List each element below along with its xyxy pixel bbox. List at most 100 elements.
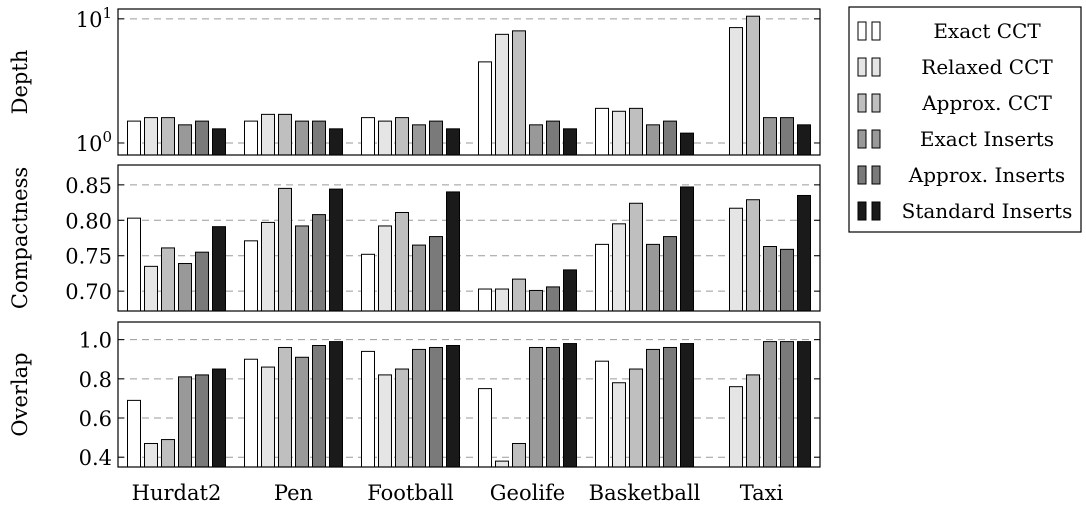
- bar: [680, 186, 694, 312]
- bar: [797, 341, 811, 468]
- bar: [195, 120, 209, 156]
- bar: [144, 265, 158, 312]
- bar: [563, 269, 577, 312]
- y-tick-label: 0.80: [65, 209, 112, 233]
- bar: [144, 117, 158, 156]
- x-category-label: Geolife: [490, 481, 565, 505]
- bar: [797, 194, 811, 312]
- bar: [763, 117, 777, 156]
- bar: [195, 251, 209, 312]
- bar: [361, 253, 375, 312]
- bar: [412, 124, 426, 156]
- y-tick-label: 0.4: [79, 446, 112, 470]
- bar: [780, 341, 794, 468]
- bar: [178, 263, 192, 312]
- legend-swatch: [871, 93, 881, 113]
- bar: [278, 346, 292, 468]
- bar: [512, 30, 526, 156]
- bar: [563, 128, 577, 156]
- bar: [312, 120, 326, 156]
- bar: [212, 368, 226, 468]
- bar: [312, 345, 326, 468]
- legend: Exact CCT Relaxed CCT Approx. CCT Exact Ins…: [848, 6, 1082, 233]
- bar: [663, 120, 677, 156]
- bar: [763, 341, 777, 468]
- bar: [195, 374, 209, 468]
- bar: [361, 117, 375, 156]
- bar: [746, 199, 760, 312]
- bar: [395, 211, 409, 312]
- bar: [746, 374, 760, 468]
- bar: [629, 202, 643, 312]
- bar: [729, 207, 743, 312]
- legend-swatch: [871, 165, 881, 185]
- bar: [412, 244, 426, 312]
- bar: [595, 107, 609, 156]
- bar: [244, 358, 258, 468]
- bar: [646, 348, 660, 468]
- bar: [680, 343, 694, 468]
- legend-label: Approx. Inserts: [908, 163, 1065, 187]
- legend-swatch: [857, 93, 867, 113]
- bar: [729, 386, 743, 468]
- x-category-label: Hurdat2: [132, 481, 222, 505]
- bar: [446, 345, 460, 468]
- bar: [563, 343, 577, 468]
- bar: [361, 350, 375, 468]
- bar: [529, 124, 543, 156]
- bar: [378, 120, 392, 156]
- bar: [546, 286, 560, 312]
- legend-label: Approx. CCT: [921, 91, 1052, 115]
- y-tick-label: 1.0: [79, 329, 112, 353]
- bar: [495, 288, 509, 312]
- legend-label: Relaxed CCT: [921, 55, 1053, 79]
- bar: [446, 128, 460, 156]
- bar: [729, 27, 743, 156]
- y-axis-label: Depth: [8, 50, 32, 115]
- x-category-label: Taxi: [740, 481, 784, 505]
- bar: [495, 460, 509, 468]
- bar: [244, 240, 258, 312]
- legend-label: Standard Inserts: [902, 199, 1073, 223]
- y-tick-label: 0.75: [65, 245, 112, 269]
- bar: [312, 214, 326, 312]
- bar: [512, 442, 526, 468]
- bar: [446, 191, 460, 312]
- legend-swatch: [871, 57, 881, 77]
- bar: [378, 225, 392, 312]
- legend-label: Exact CCT: [933, 19, 1041, 43]
- bar: [595, 243, 609, 312]
- bar: [161, 117, 175, 156]
- y-axis-label: Overlap: [8, 352, 32, 436]
- panel-overlap: 0.4 0.6 0.8 1.0 Overlap: [8, 321, 821, 470]
- legend-label: Exact Inserts: [920, 127, 1054, 151]
- bar: [478, 288, 492, 312]
- legend-swatch: [857, 201, 867, 221]
- bar: [612, 223, 626, 312]
- bar: [329, 128, 343, 156]
- bar: [663, 236, 677, 312]
- bar: [212, 128, 226, 156]
- legend-swatch: [857, 57, 867, 77]
- x-category-label: Basketball: [589, 481, 701, 505]
- legend-swatch: [871, 129, 881, 149]
- bar: [278, 187, 292, 312]
- bar: [295, 225, 309, 312]
- bar: [127, 120, 141, 156]
- y-tick-label: 101: [76, 4, 112, 32]
- panel-compactness: 0.70 0.75 0.80 0.85 Compactness: [8, 164, 821, 312]
- panel-frame: [117, 8, 821, 156]
- x-category-label: Pen: [274, 481, 313, 505]
- bar: [780, 117, 794, 156]
- y-tick-label: 100: [76, 128, 112, 156]
- panel-depth: 100 101 Depth: [8, 4, 821, 156]
- y-tick-label: 0.85: [65, 174, 112, 198]
- y-tick-label: 0.8: [79, 368, 112, 392]
- bar: [127, 217, 141, 312]
- bar: [144, 442, 158, 468]
- bar: [680, 132, 694, 156]
- bar: [646, 124, 660, 156]
- bar: [595, 360, 609, 468]
- bar: [295, 120, 309, 156]
